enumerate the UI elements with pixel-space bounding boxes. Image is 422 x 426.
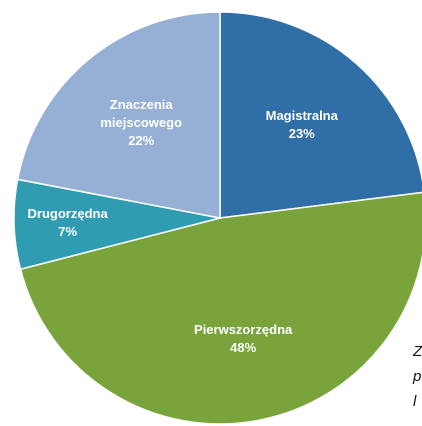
pie-slice — [19, 191, 422, 425]
slice-label: Znaczenia miejscowego 22% — [86, 96, 196, 150]
slice-label: Magistralna 23% — [266, 107, 338, 143]
pie-slice — [219, 11, 422, 219]
slice-label: Drugorzędna 7% — [28, 205, 108, 241]
category-label: Pierwszorzędna — [194, 322, 293, 338]
value-label: 23% — [288, 126, 315, 142]
value-label: 7% — [58, 223, 78, 239]
category-label: Drugorzędna — [27, 205, 108, 221]
side-text: p — [413, 368, 422, 385]
value-label: 22% — [128, 132, 155, 148]
value-label: 48% — [230, 340, 257, 356]
side-text: l — [413, 393, 417, 410]
slice-label: Pierwszorzędna 48% — [194, 321, 292, 357]
category-label: Znaczenia miejscowego — [100, 96, 183, 130]
pie-slice — [16, 11, 221, 219]
category-label: Magistralna — [265, 108, 338, 124]
side-text: Z — [413, 343, 422, 360]
